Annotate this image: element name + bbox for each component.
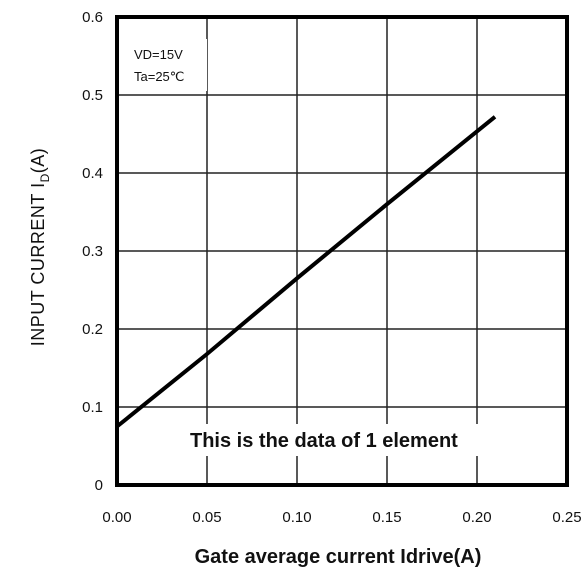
y-ticks: 0 0.1 0.2 0.3 0.4 0.5 0.6 — [82, 9, 103, 494]
x-tick-label: 0.20 — [462, 509, 491, 526]
y-tick-label: 0.2 — [82, 321, 103, 338]
x-ticks: 0.00 0.05 0.10 0.15 0.20 0.25 — [102, 509, 581, 526]
x-tick-label: 0.05 — [192, 509, 221, 526]
y-tick-label: 0.1 — [82, 399, 103, 416]
y-tick-label: 0.6 — [82, 9, 103, 26]
condition-box — [125, 39, 207, 91]
x-tick-label: 0.15 — [372, 509, 401, 526]
x-tick-label: 0.10 — [282, 509, 311, 526]
y-axis-label-sub: D — [38, 173, 52, 182]
plot-frame — [115, 15, 569, 487]
x-tick-label: 0.25 — [552, 509, 581, 526]
grid — [117, 17, 567, 485]
annotation-text: This is the data of 1 element — [190, 430, 458, 452]
annotation-box — [180, 424, 555, 456]
y-tick-label: 0 — [95, 477, 103, 494]
series-line — [115, 115, 497, 429]
condition-vd: VD=15V — [134, 47, 183, 62]
y-axis-label-unit: (A) — [28, 148, 48, 174]
x-tick-label: 0.00 — [102, 509, 131, 526]
y-tick-label: 0.3 — [82, 243, 103, 260]
x-axis-label: Gate average current Idrive(A) — [195, 546, 482, 568]
y-tick-label: 0.5 — [82, 87, 103, 104]
y-axis-label-main: INPUT CURRENT I — [28, 182, 48, 346]
y-axis-label: INPUT CURRENT ID(A) — [28, 148, 52, 347]
condition-ta: Ta=25℃ — [134, 69, 184, 84]
y-tick-label: 0.4 — [82, 165, 103, 182]
